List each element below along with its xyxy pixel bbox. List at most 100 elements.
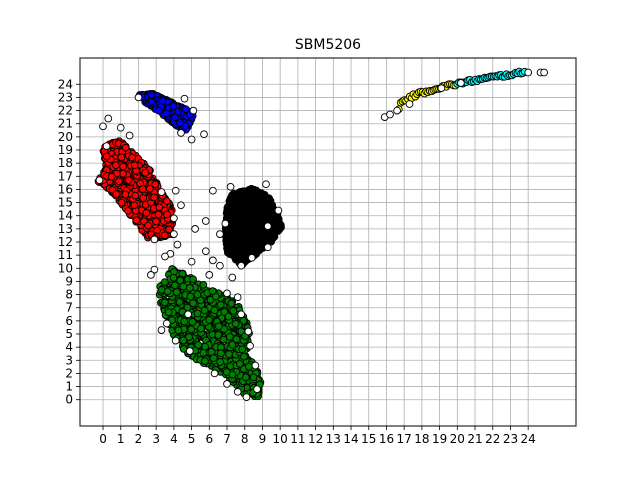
x-tick-label: 0	[99, 432, 107, 446]
cluster-2-point	[250, 231, 259, 240]
cluster-0-point	[124, 206, 132, 215]
outlier-point	[405, 100, 414, 108]
outlier-point	[191, 225, 199, 233]
x-tick-label: 3	[152, 432, 160, 446]
cluster-0-point	[150, 193, 158, 202]
cluster-2-point	[267, 233, 275, 241]
cluster-0-point	[139, 194, 148, 202]
cluster-3-point	[188, 318, 197, 326]
cluster-3-point	[176, 276, 184, 285]
x-tick-label: 21	[467, 432, 482, 446]
cluster-3-point	[238, 345, 247, 354]
cluster-0-point	[102, 152, 111, 161]
cluster-3-point	[200, 306, 209, 315]
cluster-0-point	[124, 176, 133, 185]
x-tick-label: 6	[205, 432, 213, 446]
cluster-0-point	[165, 225, 173, 234]
x-tick-label: 23	[503, 432, 518, 446]
outlier-point	[104, 114, 113, 123]
x-tick-label: 14	[343, 432, 358, 446]
outlier-point	[209, 256, 217, 265]
cluster-3-point	[193, 290, 202, 299]
outlier-point	[173, 240, 182, 249]
y-tick-label: 20	[58, 130, 73, 144]
x-tick-label: 9	[259, 432, 267, 446]
outlier-point	[187, 257, 196, 266]
outlier-point	[177, 129, 185, 137]
outlier-point	[210, 369, 219, 378]
outlier-point	[157, 326, 166, 334]
cluster-2-point	[263, 201, 272, 209]
outlier-point	[242, 393, 251, 401]
y-tick-label: 19	[58, 143, 73, 157]
y-tick-label: 17	[58, 169, 73, 183]
y-tick-label: 13	[58, 222, 73, 236]
outlier-point	[524, 68, 533, 77]
outlier-point	[180, 94, 189, 103]
x-tick-label: 19	[432, 432, 447, 446]
cluster-3-point	[216, 358, 225, 366]
cluster-3-point	[215, 322, 223, 331]
cluster-3-point	[235, 359, 244, 368]
cluster-3-point	[193, 309, 202, 318]
outlier-point	[170, 230, 178, 238]
cluster-3-point	[175, 298, 184, 306]
cluster-2-point	[224, 248, 232, 257]
cluster-3-point	[232, 335, 241, 344]
y-tick-label: 14	[58, 209, 73, 223]
cluster-3-point	[231, 319, 240, 328]
cluster-1-point	[176, 119, 185, 127]
cluster-3-point	[227, 299, 236, 308]
cluster-1-point	[154, 106, 163, 115]
cluster-3-point	[199, 348, 208, 357]
outlier-point	[209, 186, 217, 195]
outlier-point	[157, 188, 166, 196]
cluster-3-point	[225, 332, 234, 341]
cluster-0-point	[152, 217, 160, 226]
cluster-3-point	[160, 278, 169, 286]
outlier-point	[170, 214, 178, 223]
y-tick-label: 15	[58, 196, 73, 210]
y-tick-label: 0	[65, 393, 73, 407]
y-tick-label: 11	[58, 248, 73, 262]
cluster-3-point	[208, 287, 217, 295]
cluster-2-point	[231, 255, 240, 264]
cluster-0-point	[163, 210, 171, 219]
outlier-point	[205, 271, 214, 279]
cluster-0-point	[112, 190, 121, 199]
cluster-2-point	[258, 206, 267, 215]
cluster-0-point	[141, 168, 150, 177]
outlier-point	[161, 252, 169, 261]
outlier-point	[253, 385, 261, 394]
cluster-2-point	[270, 224, 279, 232]
x-tick-label: 7	[223, 432, 231, 446]
outlier-point	[216, 230, 224, 238]
cluster-3-point	[249, 373, 258, 382]
outlier-point	[437, 84, 446, 93]
outlier-point	[226, 182, 235, 191]
cluster-3-point	[186, 292, 195, 301]
outlier-point	[177, 201, 185, 210]
outlier-point	[274, 206, 283, 215]
y-tick-label: 23	[58, 90, 73, 104]
x-tick-label: 16	[379, 432, 394, 446]
cluster-2-point	[230, 227, 239, 236]
cluster-2-point	[232, 217, 240, 226]
outlier-point	[116, 123, 125, 132]
y-tick-label: 7	[65, 301, 73, 315]
cluster-2-point	[271, 217, 280, 226]
cluster-3-point	[225, 350, 233, 359]
x-tick-label: 24	[521, 432, 536, 446]
cluster-0-point	[131, 191, 140, 200]
cluster-0-point	[142, 209, 151, 217]
outlier-point	[393, 106, 401, 115]
cluster-3-point	[209, 354, 218, 363]
outlier-point	[216, 261, 224, 270]
outlier-point	[201, 247, 210, 256]
x-tick-label: 20	[450, 432, 465, 446]
cluster-2-point	[257, 224, 266, 233]
y-tick-label: 24	[58, 77, 73, 91]
cluster-0-point	[117, 153, 126, 162]
cluster-3-point	[216, 300, 225, 309]
